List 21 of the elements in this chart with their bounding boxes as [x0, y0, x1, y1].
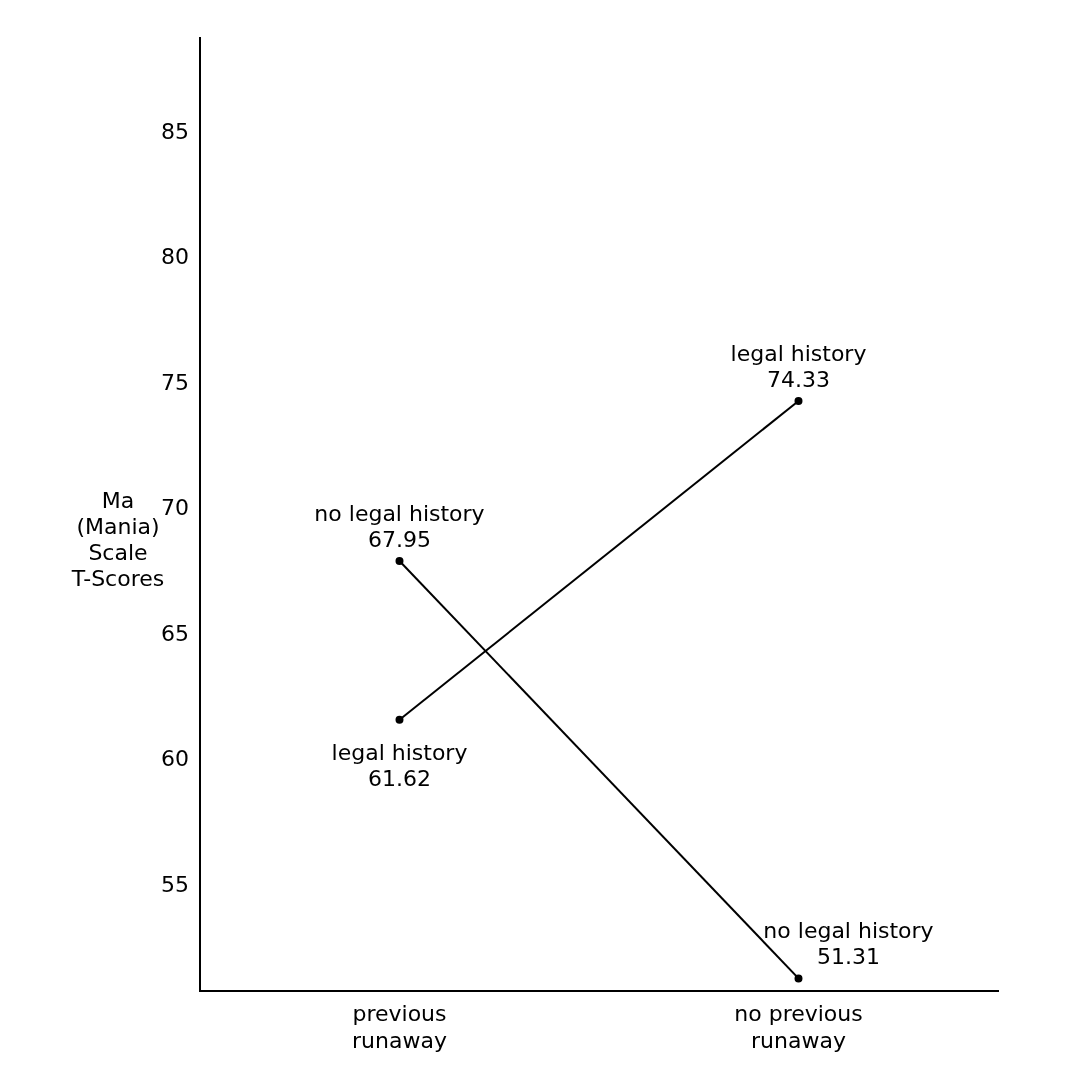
- y-tick-label: 75: [160, 369, 189, 395]
- point: [794, 396, 803, 405]
- series-label: no legal history: [763, 918, 934, 944]
- data-label: 74.33: [767, 366, 830, 392]
- data-label: 67.95: [368, 527, 431, 553]
- text: legal history: [730, 340, 867, 366]
- y-tick-label: 85: [160, 119, 189, 145]
- point: [395, 715, 404, 724]
- y-tick-label: 65: [160, 620, 189, 646]
- y-tick-label: 60: [160, 746, 189, 772]
- data-label: 61.62: [368, 765, 431, 791]
- x-tick-label: no previous runaway: [734, 1001, 863, 1053]
- data-label: 51.31: [817, 944, 880, 970]
- series-label: legal history: [331, 739, 468, 765]
- y-tick-label: 55: [160, 871, 189, 897]
- point: [794, 974, 803, 983]
- text: no legal history: [314, 501, 485, 527]
- y-tick-label: 70: [160, 495, 189, 521]
- y-tick-label: 80: [160, 244, 189, 270]
- x-tick-label: previous runaway: [352, 1001, 447, 1053]
- point: [395, 557, 404, 566]
